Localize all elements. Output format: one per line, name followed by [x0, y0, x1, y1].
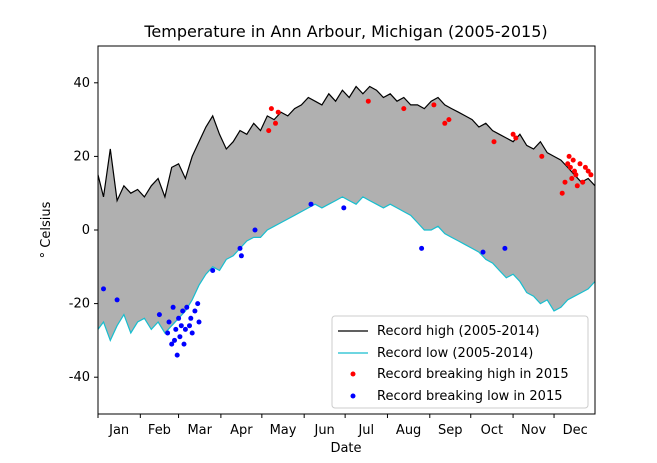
record-low-2015-point: [174, 352, 180, 358]
record-high-2015-point: [275, 109, 281, 115]
legend-marker-high-2015: [350, 371, 356, 377]
record-high-2015-point: [266, 128, 272, 134]
x-tick-label: Apr: [230, 423, 253, 438]
record-high-line: [97, 85, 596, 203]
x-tick-label: Dec: [563, 423, 588, 438]
record-low-2015-point: [172, 337, 177, 343]
record-low-2015-point: [176, 315, 182, 321]
record-low-2015-point: [188, 315, 194, 321]
x-tick-label: Mar: [187, 423, 212, 438]
record-low-2015-point: [169, 341, 175, 347]
record-low-2015-point: [178, 323, 184, 329]
record-low-2015-point: [189, 330, 195, 336]
record-low-2015-point: [238, 253, 244, 259]
record-high-2015-point: [567, 164, 573, 170]
x-tick-label: Jul: [357, 423, 374, 438]
record-high-2015-point: [569, 176, 575, 181]
record-low-2015-point: [308, 201, 314, 207]
x-tick-label: Sep: [438, 423, 463, 438]
record-high-2015-point: [559, 190, 565, 196]
x-tick-label: Feb: [148, 423, 171, 438]
x-tick-label: Jan: [108, 423, 129, 438]
record-high-2015-point: [539, 153, 545, 159]
record-low-2015-point: [165, 330, 171, 336]
record-high-2015-point: [582, 164, 588, 170]
x-tick-label: Oct: [481, 423, 503, 438]
record-high-2015-point: [570, 157, 576, 163]
record-low-2015-point: [237, 245, 243, 251]
record-high-2015-points: [266, 98, 594, 196]
record-low-2015-point: [187, 323, 192, 329]
y-tick-label: -40: [69, 370, 90, 385]
y-tick-label: 40: [73, 76, 90, 91]
x-tick-label: May: [270, 423, 297, 438]
record-high-2015-point: [268, 106, 274, 112]
record-low-2015-point: [184, 304, 190, 310]
record-low-2015-point: [180, 308, 186, 314]
record-low-2015-point: [181, 341, 187, 347]
record-low-2015-point: [480, 249, 486, 255]
record-low-2015-point: [101, 286, 106, 292]
record-low-2015-point: [114, 297, 120, 303]
record-low-2015-point: [341, 205, 347, 211]
record-low-2015-point: [182, 326, 188, 332]
record-low-2015-point: [156, 312, 162, 318]
record-high-2015-point: [566, 153, 572, 159]
record-high-2015-point: [574, 183, 580, 189]
record-low-2015-point: [166, 319, 172, 325]
legend-box: [331, 315, 589, 409]
record-high-2015-point: [510, 131, 516, 137]
record-high-2015-point: [431, 102, 437, 108]
record-high-2015-point: [442, 120, 448, 126]
record-high-2015-point: [446, 117, 452, 123]
legend-label-low-2015: Record breaking low in 2015: [377, 389, 563, 404]
record-low-2015-point: [502, 245, 508, 251]
x-tick-label: Aug: [396, 423, 421, 438]
x-axis: Jan Feb Mar Apr May Jun Jul Aug Sep Oct Nov Dec: [97, 414, 588, 438]
legend-label-record-low: Record low (2005-2014): [377, 346, 533, 361]
record-high-2015-point: [491, 139, 497, 145]
x-tick-label: Jun: [313, 423, 334, 438]
legend-label-high-2015: Record breaking high in 2015: [377, 367, 569, 382]
range-fill-band: [98, 86, 595, 341]
record-low-2015-point: [419, 245, 425, 251]
plot-area: [97, 85, 596, 358]
record-low-2015-point: [170, 304, 176, 310]
record-high-2015-point: [580, 179, 586, 185]
record-low-2015-points: [101, 201, 508, 358]
record-high-2015-point: [588, 172, 594, 178]
legend: Record high (2005-2014) Record low (2005…: [331, 315, 589, 409]
record-high-2015-point: [562, 179, 568, 185]
y-tick-label: -20: [69, 297, 90, 312]
x-axis-label: Date: [330, 441, 361, 456]
record-high-2015-point: [401, 106, 407, 112]
record-low-2015-point: [196, 319, 202, 325]
record-low-2015-point: [192, 308, 198, 314]
record-low-2015-point: [173, 326, 179, 332]
record-low-2015-point: [177, 334, 183, 340]
y-tick-label: 0: [82, 223, 90, 238]
x-tick-label: Nov: [521, 423, 547, 438]
record-high-2015-point: [573, 172, 579, 178]
y-axis-label: ° Celsius: [39, 201, 54, 258]
record-low-2015-point: [210, 268, 216, 273]
record-high-2015-point: [565, 161, 571, 167]
record-low-2015-point: [252, 227, 258, 233]
record-high-2015-point: [365, 98, 371, 104]
record-high-2015-point: [273, 120, 278, 126]
record-high-2015-point: [513, 135, 519, 141]
y-axis: -40 -20 0 20 40: [69, 76, 98, 385]
legend-label-record-high: Record high (2005-2014): [377, 324, 540, 339]
y-tick-label: 20: [73, 149, 90, 164]
record-high-2015-point: [577, 161, 583, 167]
chart-title: Temperature in Ann Arbour, Michigan (200…: [143, 22, 547, 41]
legend-marker-low-2015: [350, 393, 356, 399]
record-low-2015-point: [195, 301, 201, 307]
record-high-2015-point: [585, 168, 591, 174]
